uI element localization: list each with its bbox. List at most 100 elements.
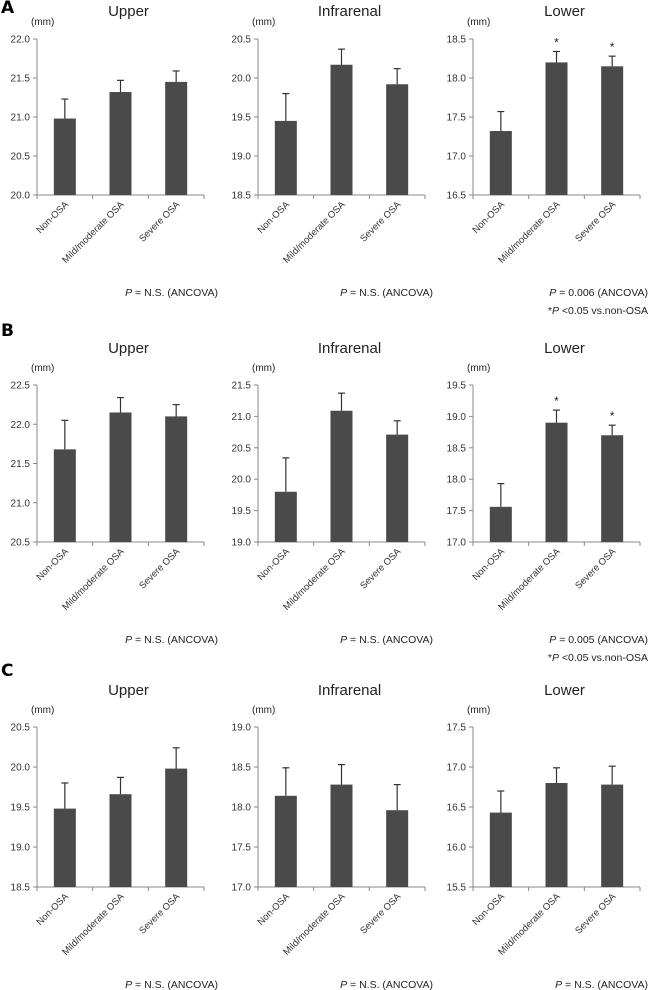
stat-annotation: P = N.S. (ANCOVA) bbox=[340, 634, 433, 646]
y-tick-label: 20.0 bbox=[232, 475, 252, 486]
chart-title: Infrarenal bbox=[318, 340, 381, 357]
y-tick-label: 20.5 bbox=[11, 723, 31, 734]
bar-mild-moderate-osa bbox=[330, 64, 353, 196]
stat-annotation: P = N.S. (ANCOVA) bbox=[340, 287, 433, 299]
x-category-label: Mild/moderate OSA bbox=[281, 199, 348, 266]
bar-non-osa bbox=[489, 812, 512, 887]
x-category-label: Severe OSA bbox=[137, 546, 183, 592]
bar-mild-moderate-osa bbox=[545, 422, 568, 542]
bar-severe-osa bbox=[601, 784, 624, 887]
bar-severe-osa bbox=[165, 416, 188, 542]
stat-annotation: P = N.S. (ANCOVA) bbox=[340, 979, 433, 990]
bar-mild-moderate-osa bbox=[545, 62, 568, 196]
bar-mild-moderate-osa bbox=[330, 784, 353, 887]
bar-mild-moderate-osa bbox=[109, 412, 132, 542]
x-category-label: Severe OSA bbox=[573, 199, 619, 245]
y-tick-label: 19.5 bbox=[232, 113, 252, 124]
bar-non-osa bbox=[489, 506, 512, 542]
bar-non-osa bbox=[489, 131, 512, 195]
bar-chart-c-lower: Lower (mm) 15.5 16.0 16.5 17.0 17.5 Non-OSAMild… bbox=[447, 682, 648, 990]
y-tick-label: 17.5 bbox=[232, 843, 252, 854]
stat-annotation: *P <0.05 vs.non-OSA bbox=[548, 652, 648, 664]
significance-marker: * bbox=[610, 409, 615, 423]
y-axis-unit: (mm) bbox=[31, 363, 54, 374]
bar-chart-a-upper: Upper (mm) 20.0 20.5 21.0 21.5 22.0 Non-OSAMild… bbox=[11, 3, 218, 299]
panel-letter-b: B bbox=[1, 321, 14, 341]
y-tick-label: 20.5 bbox=[232, 443, 252, 454]
y-tick-label: 22.5 bbox=[11, 381, 31, 392]
y-axis-unit: (mm) bbox=[252, 705, 275, 716]
y-axis-unit: (mm) bbox=[467, 363, 490, 374]
chart-title: Upper bbox=[108, 3, 149, 20]
x-category-label: Non-OSA bbox=[34, 546, 71, 583]
y-tick-label: 20.5 bbox=[11, 538, 31, 549]
x-category-label: Non-OSA bbox=[470, 891, 507, 928]
bar-severe-osa bbox=[165, 81, 188, 195]
y-tick-label: 18.0 bbox=[232, 803, 252, 814]
y-tick-label: 16.0 bbox=[447, 843, 467, 854]
y-tick-label: 17.0 bbox=[447, 152, 467, 163]
chart-title: Infrarenal bbox=[318, 3, 381, 20]
bar-mild-moderate-osa bbox=[109, 92, 132, 195]
y-tick-label: 18.5 bbox=[447, 35, 467, 46]
chart-title: Lower bbox=[544, 682, 585, 699]
y-tick-label: 20.5 bbox=[11, 152, 31, 163]
bar-chart-a-infrarenal: Infrarenal (mm) 18.5 19.0 19.5 20.0 20.5 Non-OS… bbox=[232, 3, 433, 299]
significance-marker: * bbox=[554, 35, 559, 49]
y-tick-label: 22.0 bbox=[11, 420, 31, 431]
panel-letter-a: A bbox=[1, 0, 15, 18]
significance-marker: * bbox=[554, 394, 559, 408]
x-category-label: Severe OSA bbox=[573, 891, 619, 937]
x-category-label: Severe OSA bbox=[137, 199, 183, 245]
y-axis-unit: (mm) bbox=[252, 363, 275, 374]
stat-annotation: P = 0.005 (ANCOVA) bbox=[549, 634, 648, 646]
bar-non-osa bbox=[274, 491, 297, 542]
y-tick-label: 20.5 bbox=[232, 35, 252, 46]
y-tick-label: 19.0 bbox=[447, 412, 467, 423]
bar-mild-moderate-osa bbox=[109, 794, 132, 887]
y-tick-label: 19.0 bbox=[11, 843, 31, 854]
y-tick-label: 19.0 bbox=[232, 723, 252, 734]
bar-chart-a-lower: Lower (mm) 16.5 17.0 17.5 18.0 18.5 Non-OSA * Mil… bbox=[447, 3, 648, 317]
x-category-label: Mild/moderate OSA bbox=[60, 546, 127, 613]
bar-severe-osa bbox=[386, 434, 409, 542]
bar-severe-osa bbox=[601, 435, 624, 542]
y-tick-label: 21.0 bbox=[11, 498, 31, 509]
bar-non-osa bbox=[53, 118, 76, 195]
y-tick-label: 18.5 bbox=[232, 191, 252, 202]
x-category-label: Non-OSA bbox=[255, 546, 292, 583]
y-tick-label: 21.0 bbox=[11, 113, 31, 124]
y-tick-label: 19.5 bbox=[11, 803, 31, 814]
bar-non-osa bbox=[274, 120, 297, 195]
x-category-label: Severe OSA bbox=[358, 199, 404, 245]
bar-non-osa bbox=[53, 808, 76, 887]
chart-title: Upper bbox=[108, 340, 149, 357]
y-tick-label: 21.5 bbox=[11, 74, 31, 85]
bar-non-osa bbox=[274, 795, 297, 887]
x-category-label: Non-OSA bbox=[470, 199, 507, 236]
bar-chart-c-infrarenal: Infrarenal (mm) 17.0 17.5 18.0 18.5 19.0 Non-OS… bbox=[232, 682, 433, 990]
bar-mild-moderate-osa bbox=[545, 783, 568, 887]
panel-letter-c: C bbox=[1, 661, 14, 681]
y-tick-label: 19.0 bbox=[232, 152, 252, 163]
y-axis-unit: (mm) bbox=[31, 17, 54, 28]
y-tick-label: 17.5 bbox=[447, 506, 467, 517]
y-tick-label: 15.5 bbox=[447, 883, 467, 894]
x-category-label: Non-OSA bbox=[34, 891, 71, 928]
x-category-label: Non-OSA bbox=[34, 199, 71, 236]
y-tick-label: 18.0 bbox=[447, 74, 467, 85]
bar-severe-osa bbox=[386, 84, 409, 195]
y-tick-label: 19.5 bbox=[232, 506, 252, 517]
bar-mild-moderate-osa bbox=[330, 410, 353, 542]
y-tick-label: 19.5 bbox=[447, 381, 467, 392]
bar-chart-c-upper: Upper (mm) 18.5 19.0 19.5 20.0 20.5 Non-OSAMild… bbox=[11, 682, 218, 990]
x-category-label: Non-OSA bbox=[470, 546, 507, 583]
x-category-label: Mild/moderate OSA bbox=[281, 546, 348, 613]
stat-annotation: P = 0.006 (ANCOVA) bbox=[549, 287, 648, 299]
chart-title: Infrarenal bbox=[318, 682, 381, 699]
x-category-label: Mild/moderate OSA bbox=[496, 199, 563, 266]
chart-title: Lower bbox=[544, 3, 585, 20]
y-tick-label: 18.0 bbox=[447, 475, 467, 486]
x-category-label: Severe OSA bbox=[573, 546, 619, 592]
x-category-label: Mild/moderate OSA bbox=[281, 891, 348, 958]
